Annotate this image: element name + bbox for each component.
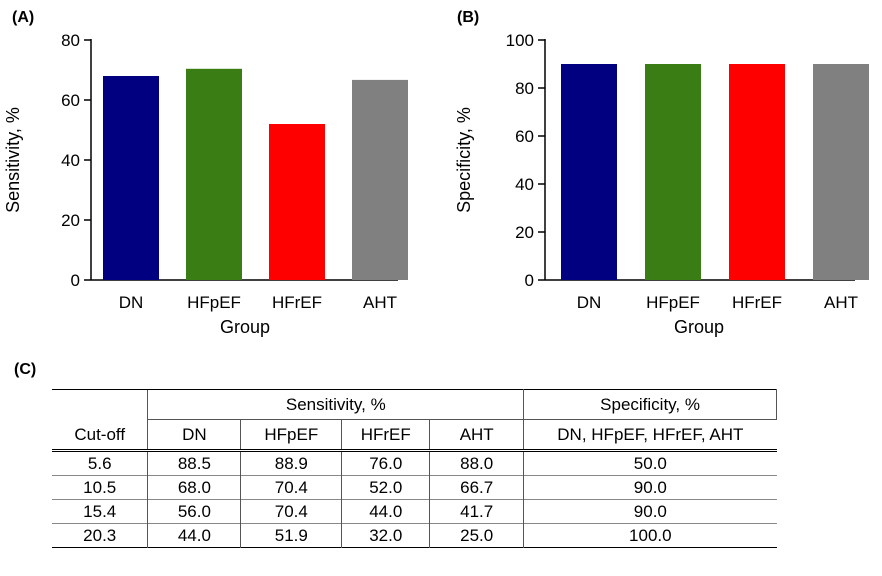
table-cell-hfref: 52.0 <box>341 475 430 500</box>
cutoff-table: Sensitivity, % Specificity, % Cut-off DN H… <box>52 389 777 548</box>
sensitivity-panel-label: (A) <box>12 9 34 26</box>
specificity-x-tick-label: AHT <box>824 293 858 312</box>
table-group-header-row: Sensitivity, % Specificity, % <box>52 389 777 420</box>
sensitivity-y-tick-label: 60 <box>61 91 80 110</box>
table-cell-hfpef: 70.4 <box>240 475 342 500</box>
specificity-group-header: Specificity, % <box>523 389 777 420</box>
table-cell-dn: 88.5 <box>147 450 241 476</box>
table-cell-specificity-all: 100.0 <box>523 523 777 548</box>
table-cell-hfref: 76.0 <box>341 450 430 476</box>
table-cell-specificity-all: 90.0 <box>523 475 777 500</box>
table-cell-cutoff: 5.6 <box>87 454 112 473</box>
sensitivity-x-tick-label: HFpEF <box>187 293 241 312</box>
column-header-dn: DN <box>147 419 241 451</box>
specificity-y-tick-label: 0 <box>525 271 534 290</box>
table-row: 20.3 44.0 51.9 32.0 25.0 100.0 <box>52 523 777 548</box>
table-cell-dn: 44.0 <box>147 523 241 548</box>
column-header-specificity-all: DN, HFpEF, HFrEF, AHT <box>523 419 777 451</box>
sensitivity-bar-aht <box>352 79 408 281</box>
sensitivity-y-tick-label: 0 <box>71 271 80 290</box>
sensitivity-y-tick-label: 80 <box>61 31 80 50</box>
sensitivity-x-tick-label: DN <box>119 293 144 312</box>
table-cell-cutoff: 10.5 <box>83 478 117 497</box>
column-header-aht: AHT <box>429 419 524 451</box>
table-cell-dn: 56.0 <box>147 499 241 524</box>
specificity-x-tick-label: HFrEF <box>732 293 782 312</box>
specificity-x-tick-label: DN <box>577 293 602 312</box>
table-cell-hfpef: 51.9 <box>240 523 342 548</box>
sensitivity-x-tick-label: HFrEF <box>272 293 322 312</box>
table-cell-dn: 68.0 <box>147 475 241 500</box>
table-row: 15.4 56.0 70.4 44.0 41.7 90.0 <box>52 499 777 524</box>
sensitivity-bar-dn <box>103 76 159 280</box>
table-cell-cutoff: 20.3 <box>83 526 117 545</box>
specificity-bar-dn <box>561 64 617 280</box>
sensitivity-x-tick-label: AHT <box>363 293 397 312</box>
specificity-x-tick-label: HFpEF <box>646 293 700 312</box>
specificity-x-axis-title: Group <box>674 317 724 337</box>
table-cell-hfref: 32.0 <box>341 523 430 548</box>
specificity-y-tick-label: 80 <box>515 79 534 98</box>
table-column-header-row: Cut-off DN HFpEF HFrEF AHT DN, HFpEF, HFrEF, … <box>52 419 777 451</box>
table-cell-hfpef: 88.9 <box>240 450 342 476</box>
table-row: 10.5 68.0 70.4 52.0 66.7 90.0 <box>52 475 777 500</box>
specificity-bar-hfpef <box>645 64 701 280</box>
table-cell-cutoff: 15.4 <box>83 502 117 521</box>
specificity-panel-label: (B) <box>457 9 479 26</box>
sensitivity-group-header: Sensitivity, % <box>147 389 525 420</box>
table-cell-aht: 41.7 <box>429 499 524 524</box>
table-corner-cell <box>52 389 148 420</box>
specificity-y-axis-title: Specificity, % <box>454 107 474 213</box>
table-row: 5.6 88.5 88.9 76.0 88.0 50.0 <box>52 450 777 476</box>
panel-label-c: (C) <box>14 361 36 378</box>
specificity-chart: (B) 0 20 40 60 80 100 DN HFpEF HFrEF AHT Group Speci… <box>454 9 869 337</box>
specificity-bar-hfref <box>729 64 785 280</box>
sensitivity-y-tick-label: 40 <box>61 151 80 170</box>
table-body: 5.6 88.5 88.9 76.0 88.0 50.0 10.5 68.0 70.4 52.0 6… <box>52 450 777 548</box>
specificity-y-tick-label: 60 <box>515 127 534 146</box>
figure-charts: (A) 0 20 40 60 80 DN HFpEF HFrEF AHT Group Sensitiv… <box>3 9 869 378</box>
column-header-hfpef: HFpEF <box>240 419 342 451</box>
table-cell-specificity-all: 90.0 <box>523 499 777 524</box>
specificity-y-tick-label: 40 <box>515 175 534 194</box>
table-cell-specificity-all: 50.0 <box>523 450 777 476</box>
table-cell-aht: 88.0 <box>429 450 524 476</box>
table-cell-hfpef: 70.4 <box>240 499 342 524</box>
column-header-cutoff: Cut-off <box>74 424 126 444</box>
sensitivity-x-axis-title: Group <box>220 317 270 337</box>
table-cell-hfref: 44.0 <box>341 499 430 524</box>
sensitivity-y-axis-title: Sensitivity, % <box>3 107 23 213</box>
specificity-y-tick-label: 20 <box>515 223 534 242</box>
column-header-hfref: HFrEF <box>341 419 430 451</box>
table-cell-aht: 25.0 <box>429 523 524 548</box>
table-cell-aht: 66.7 <box>429 475 524 500</box>
sensitivity-y-tick-label: 20 <box>61 211 80 230</box>
sensitivity-bar-hfpef <box>186 68 242 280</box>
sensitivity-bar-hfref <box>269 124 325 280</box>
sensitivity-chart: (A) 0 20 40 60 80 DN HFpEF HFrEF AHT Group Sensitiv… <box>3 9 408 337</box>
specificity-bar-aht <box>813 64 869 280</box>
specificity-y-tick-label: 100 <box>506 31 534 50</box>
